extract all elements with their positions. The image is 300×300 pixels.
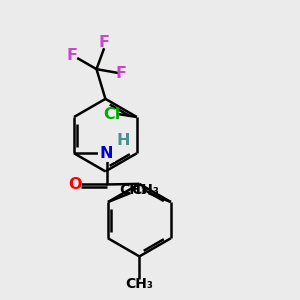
Text: O: O	[69, 177, 82, 192]
Text: F: F	[99, 35, 110, 50]
Text: CH₃: CH₃	[132, 182, 160, 197]
Text: CH₃: CH₃	[125, 277, 153, 291]
Text: N: N	[100, 146, 113, 161]
Text: F: F	[116, 65, 127, 80]
Text: H: H	[116, 133, 130, 148]
Text: CH₃: CH₃	[119, 182, 147, 197]
Text: Cl: Cl	[103, 106, 120, 122]
Text: F: F	[66, 48, 77, 63]
